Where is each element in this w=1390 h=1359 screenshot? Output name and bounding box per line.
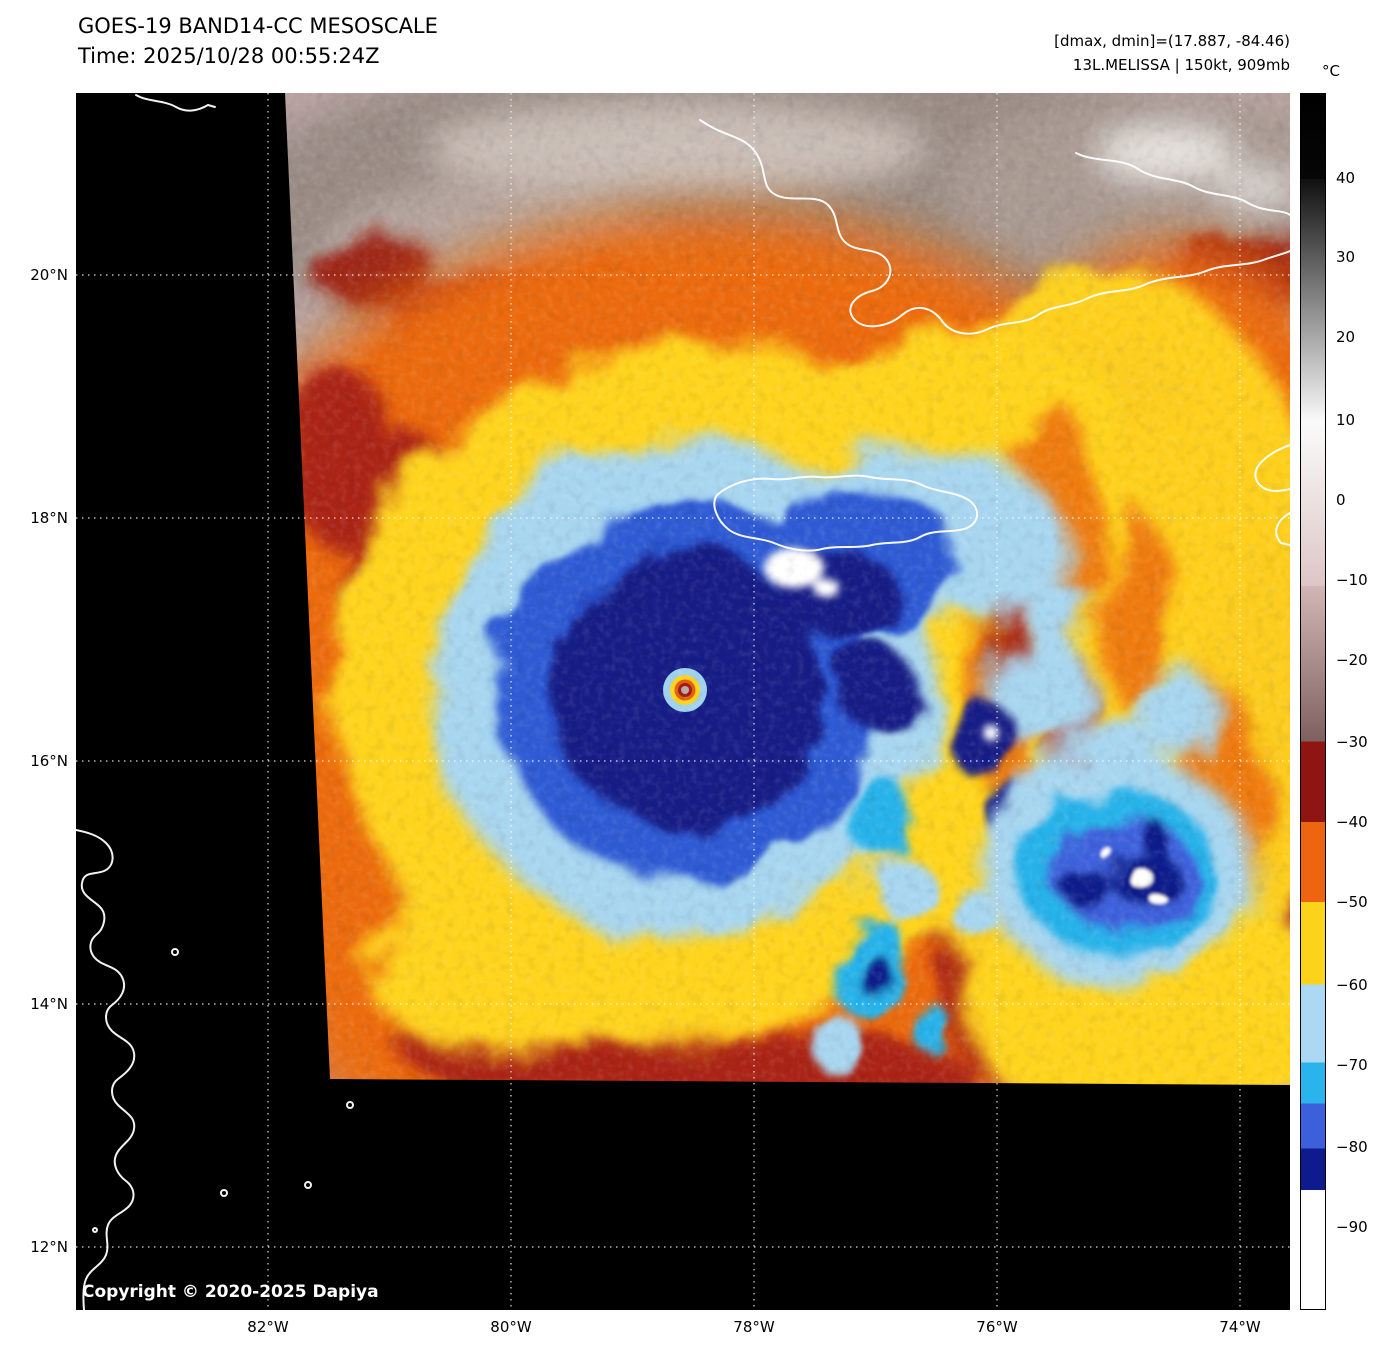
hispaniola-coastline	[1254, 444, 1291, 492]
lat-label-12n: 12°N	[30, 1238, 68, 1256]
cuba-coastline	[699, 119, 1291, 335]
colorbar-tick-m90: −90	[1336, 1218, 1368, 1236]
satellite-map-canvas	[75, 93, 1291, 1311]
colorbar-tick-30: 30	[1336, 248, 1356, 266]
satellite-data-region	[285, 93, 1290, 1085]
lat-label-14n: 14°N	[30, 995, 68, 1013]
coastlines	[75, 94, 1291, 1311]
lon-label-76w: 76°W	[976, 1318, 1018, 1336]
lon-label-74w: 74°W	[1219, 1318, 1261, 1336]
satellite-image	[75, 93, 1291, 1311]
lat-label-16n: 16°N	[30, 752, 68, 770]
colorbar-tick-m80: −80	[1336, 1138, 1368, 1156]
central-america-coastline	[75, 829, 136, 1311]
lon-label-78w: 78°W	[733, 1318, 775, 1336]
lon-label-80w: 80°W	[490, 1318, 532, 1336]
copyright-notice: Copyright © 2020-2025 Dapiya	[82, 1282, 379, 1302]
graticule-grid	[76, 93, 1290, 1310]
colorbar-tick-20: 20	[1336, 328, 1356, 346]
colorbar-tick-m50: −50	[1336, 893, 1368, 911]
jamaica-coastline	[713, 474, 979, 552]
colorbar	[1300, 93, 1326, 1310]
lon-label-82w: 82°W	[247, 1318, 289, 1336]
page-title: GOES-19 BAND14-CC MESOSCALE	[78, 14, 438, 38]
colorbar-tick-m70: −70	[1336, 1056, 1368, 1074]
colorbar-gradient	[1301, 94, 1325, 1309]
timestamp: Time: 2025/10/28 00:55:24Z	[78, 44, 380, 68]
colorbar-tick-m30: −30	[1336, 733, 1368, 751]
lat-label-20n: 20°N	[30, 266, 68, 284]
colorbar-tick-m60: −60	[1336, 976, 1368, 994]
colorbar-tick-40: 40	[1336, 169, 1356, 187]
colorbar-tick-m10: −10	[1336, 571, 1368, 589]
colorbar-tick-m20: −20	[1336, 651, 1368, 669]
lat-label-18n: 18°N	[30, 509, 68, 527]
colorbar-tick-10: 10	[1336, 411, 1356, 429]
colorbar-tick-m40: −40	[1336, 813, 1368, 831]
storm-info: 13L.MELISSA | 150kt, 909mb	[1072, 56, 1290, 74]
colorbar-tick-0: 0	[1336, 491, 1346, 509]
dmax-dmin-readout: [dmax, dmin]=(17.887, -84.46)	[1054, 32, 1290, 50]
colorbar-unit-label: °C	[1322, 62, 1340, 80]
